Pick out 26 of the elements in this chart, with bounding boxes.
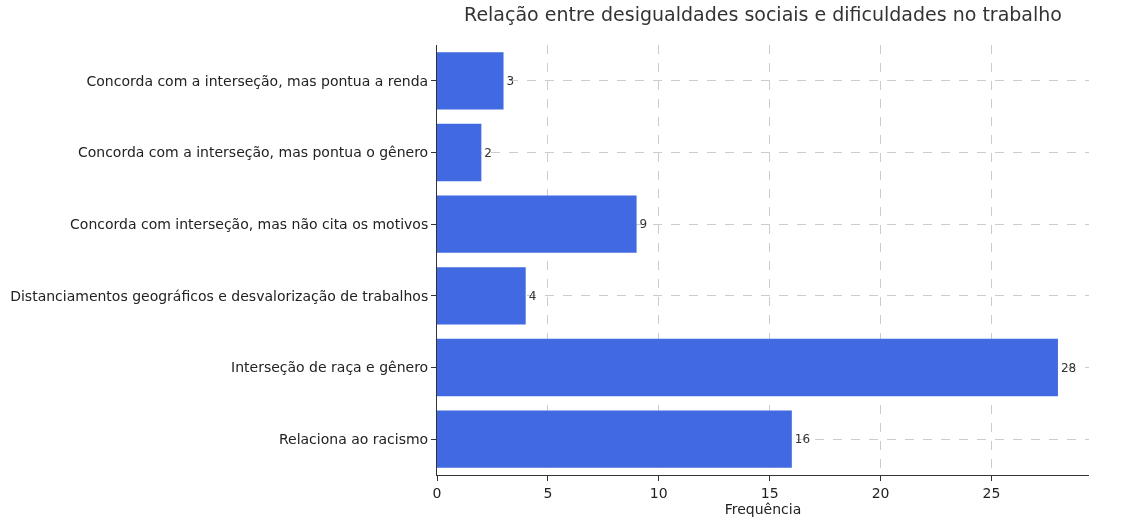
chart-title: Relação entre desigualdades sociais e dificuldades no trabalho bbox=[464, 3, 1062, 26]
bar bbox=[437, 267, 526, 325]
bar bbox=[437, 410, 792, 468]
bar bbox=[437, 338, 1058, 397]
data-label: 28 bbox=[1060, 360, 1077, 375]
bar bbox=[437, 123, 482, 182]
data-label: 2 bbox=[484, 145, 492, 160]
x-axis-title: Frequência bbox=[724, 500, 802, 517]
data-label: 16 bbox=[794, 432, 811, 447]
y-tick-label: Concorda com a interseção, mas pontua o gênero bbox=[77, 144, 429, 161]
y-tick-label: Relaciona ao racismo bbox=[278, 431, 429, 448]
y-tick-label: Concorda com interseção, mas não cita os motivos bbox=[70, 216, 429, 233]
y-tick-label: Concorda com a interseção, mas pontua a renda bbox=[86, 72, 429, 89]
x-tick-label: 25 bbox=[982, 484, 1001, 501]
x-tick-label: 15 bbox=[760, 484, 779, 501]
data-label: 3 bbox=[506, 73, 515, 88]
x-tick-label: 20 bbox=[871, 484, 890, 501]
x-tick-label: 5 bbox=[543, 484, 553, 501]
bar bbox=[437, 195, 637, 253]
data-label: 4 bbox=[528, 288, 537, 303]
data-label: 9 bbox=[639, 217, 648, 232]
x-tick-label: 0 bbox=[432, 484, 442, 501]
bar bbox=[437, 52, 504, 110]
y-tick-label: Distanciamentos geográficos e desvalorização de trabalhos bbox=[10, 287, 429, 304]
y-tick-label: Interseção de raça e gênero bbox=[231, 359, 429, 376]
x-tick-label: 10 bbox=[649, 484, 668, 501]
